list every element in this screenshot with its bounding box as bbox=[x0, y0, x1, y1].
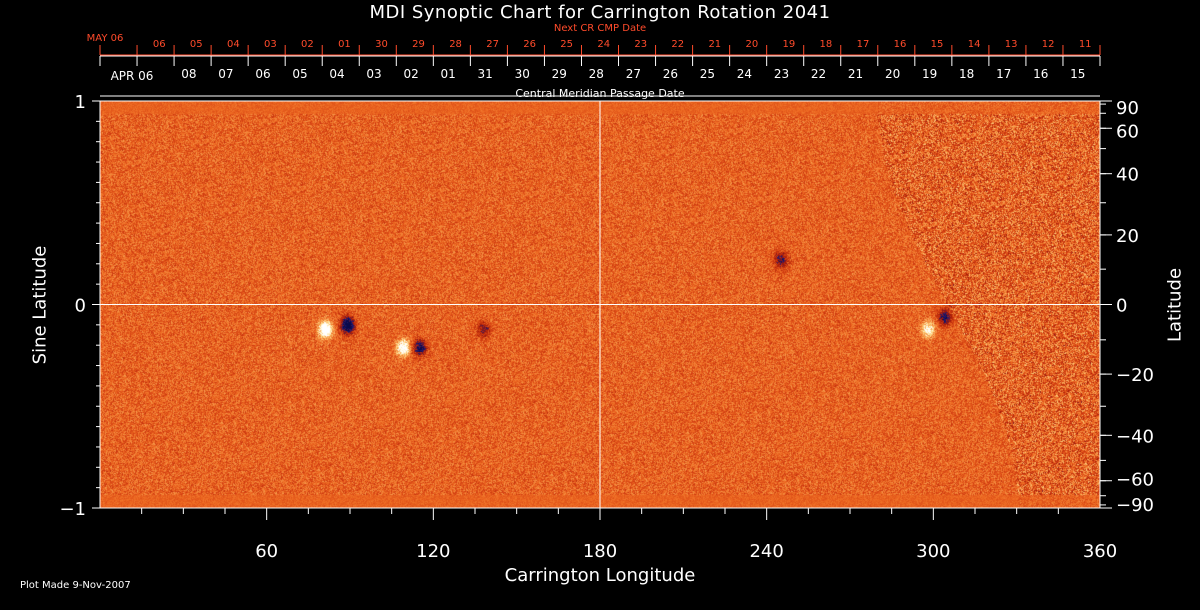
next-cmp-date: 06 bbox=[153, 39, 166, 50]
y-tick-label-right: 90 bbox=[1116, 98, 1139, 119]
cmp-date: 03 bbox=[366, 67, 381, 81]
next-cmp-date: 13 bbox=[1005, 39, 1018, 50]
next-cmp-date: 17 bbox=[857, 39, 870, 50]
next-cmp-date: 04 bbox=[227, 39, 240, 50]
next-cmp-date: 21 bbox=[708, 39, 721, 50]
next-cmp-date: 25 bbox=[560, 39, 573, 50]
cmp-date: 29 bbox=[552, 67, 567, 81]
next-cmp-date: 22 bbox=[671, 39, 684, 50]
y-tick-label-right: 20 bbox=[1116, 226, 1139, 247]
cmp-first-date: APR 06 bbox=[111, 69, 154, 83]
cmp-date: 23 bbox=[774, 67, 789, 81]
cmp-date: 25 bbox=[700, 67, 715, 81]
y-tick-label-right: 40 bbox=[1116, 165, 1139, 186]
next-cmp-date: 30 bbox=[375, 39, 388, 50]
cmp-date: 07 bbox=[218, 67, 233, 81]
y-tick-label-left: 1 bbox=[75, 92, 86, 113]
x-tick-label: 120 bbox=[416, 541, 450, 562]
next-cmp-date: 27 bbox=[486, 39, 499, 50]
x-tick-label: 300 bbox=[916, 541, 950, 562]
y-tick-label-right: 0 bbox=[1116, 296, 1127, 317]
cmp-date: 02 bbox=[403, 67, 418, 81]
next-cmp-date: 28 bbox=[449, 39, 462, 50]
plot-made-note: Plot Made 9-Nov-2007 bbox=[20, 580, 131, 591]
cmp-date: 20 bbox=[885, 67, 900, 81]
y-tick-label-left: −1 bbox=[59, 499, 86, 520]
next-cmp-date: 03 bbox=[264, 39, 277, 50]
cmp-date: 01 bbox=[441, 67, 456, 81]
next-cmp-date: 11 bbox=[1079, 39, 1092, 50]
cmp-date: 18 bbox=[959, 67, 974, 81]
next-cmp-date: 14 bbox=[968, 39, 981, 50]
y-tick-label-right: −40 bbox=[1116, 426, 1154, 447]
next-cmp-date: 23 bbox=[634, 39, 647, 50]
y-tick-label-right: −90 bbox=[1116, 495, 1154, 516]
next-cmp-date: 18 bbox=[820, 39, 833, 50]
cmp-date: 24 bbox=[737, 67, 752, 81]
cmp-date: 17 bbox=[996, 67, 1011, 81]
x-tick-label: 240 bbox=[749, 541, 783, 562]
next-cr-cmp-date-label: Next CR CMP Date bbox=[553, 23, 647, 34]
next-cmp-date: 24 bbox=[597, 39, 610, 50]
next-cmp-date: 26 bbox=[523, 39, 536, 50]
next-cmp-date: 19 bbox=[783, 39, 796, 50]
next-cmp-date: 29 bbox=[412, 39, 425, 50]
cmp-date-label: Central Meridian Passage Date bbox=[515, 87, 685, 100]
y-tick-label-right: −60 bbox=[1116, 470, 1154, 491]
next-cmp-date: 12 bbox=[1042, 39, 1055, 50]
x-tick-label: 180 bbox=[583, 541, 617, 562]
next-cmp-date: 02 bbox=[301, 39, 314, 50]
cmp-date: 31 bbox=[478, 67, 493, 81]
y-tick-label-left: 0 bbox=[75, 296, 86, 317]
cmp-date: 08 bbox=[181, 67, 196, 81]
cmp-date: 16 bbox=[1033, 67, 1048, 81]
cmp-date: 04 bbox=[329, 67, 344, 81]
y-axis-label-left: Sine Latitude bbox=[29, 245, 51, 365]
x-axis-label: Carrington Longitude bbox=[504, 565, 696, 586]
next-cmp-date: 20 bbox=[745, 39, 758, 50]
cmp-date: 27 bbox=[626, 67, 641, 81]
next-cmp-first-date: MAY 06 bbox=[87, 33, 124, 44]
cmp-date: 26 bbox=[663, 67, 678, 81]
cmp-date: 19 bbox=[922, 67, 937, 81]
cmp-date: 30 bbox=[515, 67, 530, 81]
x-tick-label: 360 bbox=[1083, 541, 1117, 562]
next-cmp-date: 05 bbox=[190, 39, 203, 50]
cmp-date: 21 bbox=[848, 67, 863, 81]
next-cmp-date: 01 bbox=[338, 39, 351, 50]
next-cmp-date: 16 bbox=[894, 39, 907, 50]
y-axis-label-right: Latitude bbox=[1164, 267, 1186, 343]
cmp-date: 06 bbox=[255, 67, 270, 81]
cmp-date: 28 bbox=[589, 67, 604, 81]
cmp-date: 22 bbox=[811, 67, 826, 81]
x-tick-label: 60 bbox=[255, 541, 278, 562]
cmp-date: 05 bbox=[292, 67, 307, 81]
next-cmp-date: 15 bbox=[931, 39, 944, 50]
chart-title: MDI Synoptic Chart for Carrington Rotati… bbox=[369, 2, 831, 23]
y-tick-label-right: −20 bbox=[1116, 365, 1154, 386]
cmp-date: 15 bbox=[1070, 67, 1085, 81]
y-tick-label-right: 60 bbox=[1116, 121, 1139, 142]
